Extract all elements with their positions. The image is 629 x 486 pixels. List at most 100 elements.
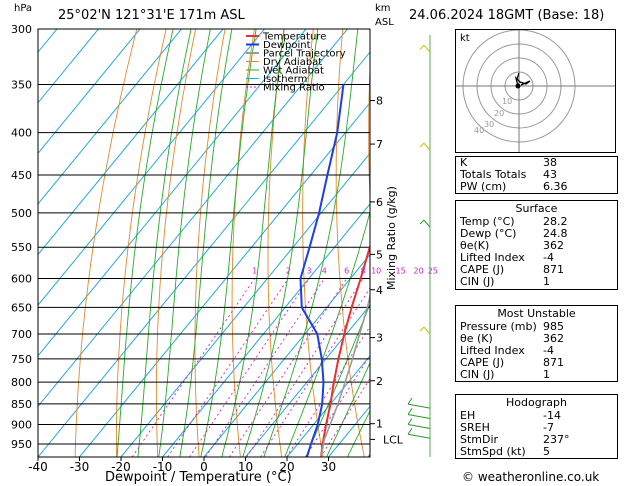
- hodograph-title: Hodograph: [506, 396, 567, 409]
- surface-table: Surface Temp (°C) 28.2 Dewp (°C) 24.8 θe(K…: [455, 200, 618, 290]
- pressure-tick-label: 300: [11, 23, 32, 36]
- x-axis-title: Dewpoint / Temperature (°C): [105, 470, 292, 485]
- legend-label: Mixing Ratio: [263, 83, 325, 94]
- surface-row: Lifted Index -4: [456, 252, 617, 264]
- hodograph-trace: [516, 72, 520, 80]
- index-value: 43: [543, 168, 557, 182]
- x-tick-label: -30: [70, 460, 90, 474]
- hodograph-ring-label: 10: [502, 97, 512, 106]
- isotherm-line: [38, 51, 370, 457]
- mu-label: Pressure (mb): [460, 320, 537, 333]
- wind-barb: [419, 44, 431, 53]
- wind-barb: [407, 408, 431, 419]
- hodo-row: StmDir 237°: [456, 434, 617, 446]
- surface-value: 1: [543, 275, 550, 289]
- mu-label: θe (K): [460, 332, 493, 346]
- x-tick-label: -20: [111, 460, 131, 474]
- mixing-ratio-line: [305, 354, 370, 457]
- surface-value: 28.2: [543, 215, 568, 228]
- mixing-ratio-label: 8: [361, 267, 366, 276]
- datetime: 24.06.2024 18GMT (Base: 18): [409, 8, 605, 23]
- hodo-value: 5: [543, 445, 550, 459]
- surface-value: 871: [543, 263, 564, 277]
- hodo-value: -14: [543, 409, 561, 422]
- km-tick-label: 7: [376, 138, 383, 151]
- surface-value: 362: [543, 239, 564, 253]
- dry-adiabat-line: [335, 29, 365, 457]
- dry-adiabat-line: [368, 58, 370, 209]
- mu-row: Pressure (mb) 985: [456, 320, 617, 333]
- wet-adiabat-line: [221, 29, 285, 457]
- hodograph-ring-label: 40: [474, 126, 484, 135]
- wet-adiabat-line: [158, 29, 211, 457]
- hodograph-ring-label: 20: [494, 109, 504, 118]
- hodo-row: SREH -7: [456, 421, 617, 435]
- wet-adiabat-line: [242, 29, 319, 457]
- isotherm-line: [38, 29, 348, 408]
- wind-barb: [407, 418, 431, 429]
- hodo-value: 237°: [543, 433, 570, 447]
- isotherm-line: [38, 29, 265, 306]
- wet-adiabat-line: [116, 29, 174, 457]
- wet-adiabat-line: [284, 210, 370, 457]
- dewpoint-line: [299, 84, 345, 457]
- mu-row: θe (K) 362: [456, 332, 617, 346]
- station-location: 25°02'N 121°31'E 171m ASL: [58, 8, 245, 23]
- legend-label: Parcel Trajectory: [263, 49, 346, 60]
- mu-row: CIN (J) 1: [456, 369, 617, 381]
- index-row-pw: PW (cm) 6.36: [456, 181, 617, 193]
- mu-label: CIN (J): [460, 368, 495, 382]
- isotherm-line: [38, 29, 141, 155]
- dry-adiabat-line: [194, 29, 226, 457]
- storm-motion-marker: [515, 83, 521, 89]
- wind-barb: [407, 427, 431, 439]
- mixing-ratio-line: [228, 278, 348, 457]
- mu-value: 871: [543, 356, 564, 370]
- mu-value: -4: [543, 344, 554, 358]
- surface-label: Lifted Index: [460, 251, 525, 265]
- isotherm-line: [245, 304, 370, 457]
- km-unit: km: [375, 3, 391, 14]
- wet-adiabat-line: [137, 29, 192, 457]
- mixing-ratio-line: [167, 278, 289, 457]
- hodo-label: StmSpd (kt): [460, 445, 526, 459]
- isotherm-line: [120, 152, 370, 457]
- km-tick-label: 6: [376, 196, 383, 209]
- surface-row: Temp (°C) 28.2: [456, 215, 617, 228]
- legend-label: Wet Adiabat: [263, 66, 324, 77]
- wind-barb: [419, 219, 431, 228]
- isotherm-line: [38, 29, 224, 256]
- hodo-label: EH: [460, 409, 476, 422]
- wet-adiabat-line: [305, 302, 370, 457]
- index-label: K: [460, 156, 468, 169]
- pressure-tick-label: 750: [11, 353, 32, 366]
- surface-value: 24.8: [543, 227, 568, 241]
- most-unstable-table: Most Unstable Pressure (mb) 985 θe (K) 362…: [455, 305, 618, 383]
- km-tick-label: 8: [376, 95, 383, 108]
- pressure-tick-label: 600: [11, 273, 32, 286]
- legend-label: Dewpoint: [263, 40, 311, 51]
- mu-label: Lifted Index: [460, 344, 525, 358]
- wet-adiabat-line: [326, 361, 370, 457]
- index-row-totals: Totals Totals 43: [456, 168, 617, 182]
- surface-label: Dewp (°C): [460, 227, 517, 241]
- mixing-ratio-label: 25: [428, 267, 438, 276]
- pressure-tick-label: 550: [11, 241, 32, 254]
- hodograph: kt 10 20 30 40: [455, 29, 616, 153]
- surface-label: θe(K): [460, 239, 490, 253]
- surface-label: CIN (J): [460, 275, 495, 289]
- wet-adiabat-line: [263, 29, 359, 457]
- index-label: Totals Totals: [460, 168, 527, 182]
- hodo-label: SREH: [460, 421, 490, 435]
- mixing-ratio-line: [320, 377, 370, 457]
- mu-value: 1: [543, 368, 550, 382]
- mixing-ratio-axis-title: Mixing Ratio (g/kg): [385, 186, 398, 290]
- mixing-ratio-line: [189, 278, 310, 457]
- x-tick-label: 20: [279, 460, 294, 474]
- wet-adiabat-line: [179, 29, 233, 457]
- surface-row: θe(K) 362: [456, 240, 617, 252]
- mu-value: 362: [543, 332, 564, 346]
- wet-adiabat-line: [347, 409, 370, 457]
- mixing-ratio-line: [286, 325, 370, 457]
